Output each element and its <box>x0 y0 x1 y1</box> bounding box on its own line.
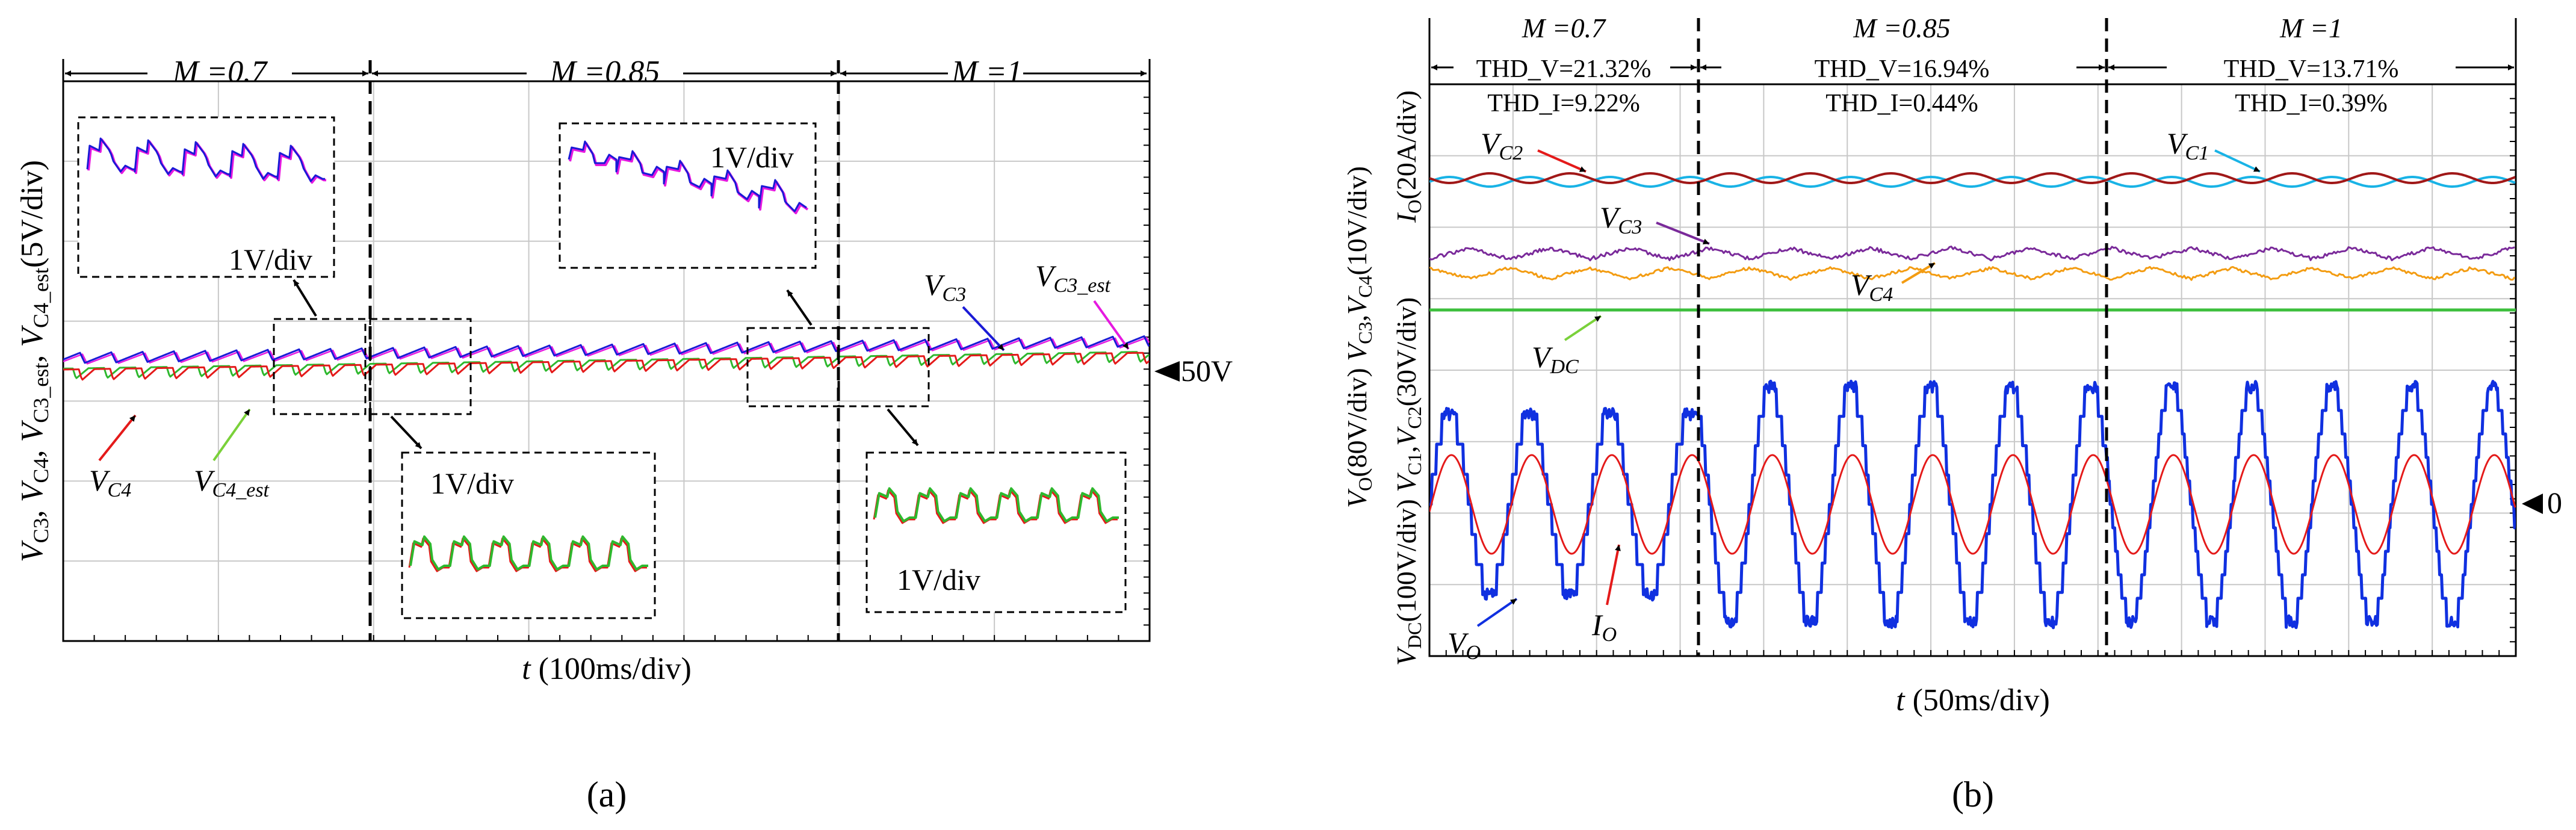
y-axis-label-b-3: VDC(100V/div) VC1,VC2(30V/div) <box>1391 297 1425 666</box>
segment-label-a-2: M =0.85 <box>550 55 660 89</box>
zoom-scale-a-2: 1V/div <box>710 140 794 174</box>
thdv-b-2: THD_V=16.94% <box>1815 55 1990 83</box>
y-axis-label-a: VC3, VC4, VC3_est, VC4_est(5V/div) <box>15 160 53 562</box>
panel-b-traces <box>1429 173 2516 628</box>
segment-label-b-2: M =0.85 <box>1853 13 1950 43</box>
label-vc3-est: VC3_est <box>1035 259 1112 297</box>
thdi-b-2: THD_I=0.44% <box>1825 90 1978 117</box>
y-axis-label-b-2: VO(80V/div) VC3,VC4(10V/div) <box>1342 166 1376 508</box>
segment-label-a-3: M =1 <box>951 55 1022 89</box>
label-vc1-b: VC1 <box>2167 126 2209 164</box>
trace-vc3-est <box>63 338 1149 364</box>
label-vdc-b: VDC <box>1532 340 1579 378</box>
zoom-scale-a-1: 1V/div <box>229 243 312 276</box>
panel-label-b: (b) <box>1952 775 1994 814</box>
x-axis-label-a: t (100ms/div) <box>522 652 692 686</box>
x-axis-label-b: t (50ms/div) <box>1896 683 2050 717</box>
label-vc2-b: VC2 <box>1481 126 1523 164</box>
label-vo-b: VO <box>1447 626 1481 664</box>
zero-marker-b: 0 <box>2547 486 2562 519</box>
thdi-b-3: THD_I=0.39% <box>2235 90 2387 117</box>
label-vc4-b: VC4 <box>1851 268 1893 306</box>
label-vc3-b: VC3 <box>1600 200 1642 238</box>
thdi-b-1: THD_I=9.22% <box>1487 90 1639 117</box>
y-axis-label-b-1: IO(20A/div) <box>1391 90 1425 223</box>
figure-canvas: M =0.7 M =0.85 M =1 1V/div 1V/div 1V/div… <box>0 0 2576 830</box>
reference-marker-50v: 50V <box>1181 354 1233 388</box>
segment-label-b-1: M =0.7 <box>1522 13 1606 43</box>
panel-b-grid <box>1429 84 2516 656</box>
panel-a: M =0.7 M =0.85 M =1 1V/div 1V/div 1V/div… <box>15 55 1233 814</box>
label-io-b: IO <box>1591 608 1617 646</box>
label-vc3: VC3 <box>924 268 966 306</box>
zoom-scale-a-4: 1V/div <box>897 563 980 596</box>
panel-b: M =0.7 M =0.85 M =1 THD_V=21.32% THD_V=1… <box>1342 13 2562 814</box>
zoom-scale-a-3: 1V/div <box>430 466 514 500</box>
label-vc4-est: VC4_est <box>194 463 270 501</box>
label-vc4: VC4 <box>89 463 131 501</box>
segment-label-a-1: M =0.7 <box>172 55 268 89</box>
trace-vc3-b <box>1429 247 2515 261</box>
thdv-b-3: THD_V=13.71% <box>2224 55 2399 83</box>
trace-vc4-b <box>1429 267 2515 280</box>
panel-label-a: (a) <box>587 775 627 814</box>
panel-a-traces <box>63 336 1149 380</box>
thdv-b-1: THD_V=21.32% <box>1476 55 1652 83</box>
segment-label-b-3: M =1 <box>2279 13 2342 43</box>
